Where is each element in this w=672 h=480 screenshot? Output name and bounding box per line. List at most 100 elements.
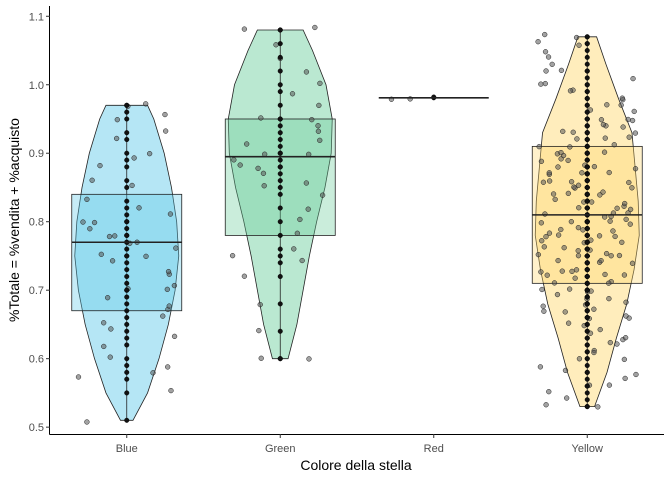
center-point — [124, 417, 130, 423]
center-point — [277, 41, 283, 47]
jitter-point — [106, 233, 113, 240]
center-point — [277, 178, 283, 184]
jitter-point — [108, 326, 114, 332]
jitter-point — [572, 275, 578, 281]
jitter-point — [546, 170, 552, 176]
center-point — [277, 150, 283, 156]
y-tick-label: 1.0 — [29, 80, 44, 92]
box-rect — [224, 118, 336, 236]
jitter-point — [173, 245, 179, 251]
center-point — [124, 157, 130, 163]
center-point — [584, 226, 590, 232]
y-tick-label: 0.9 — [29, 148, 44, 160]
jitter-point — [312, 24, 318, 31]
jitter-point — [632, 130, 639, 136]
center-point — [584, 137, 590, 143]
center-point — [124, 342, 130, 348]
jitter-point — [569, 268, 575, 275]
x-axis-ticks: Blue Green Red Yellow — [116, 434, 603, 455]
jitter-point — [237, 162, 243, 168]
jitter-point — [303, 180, 310, 186]
jitter-point — [305, 206, 311, 212]
center-point — [584, 328, 590, 334]
jitter-point — [606, 280, 612, 286]
center-point — [124, 102, 130, 108]
center-point — [124, 116, 130, 122]
jitter-point — [98, 251, 104, 257]
jitter-point — [621, 272, 628, 278]
jitter-point — [261, 183, 267, 189]
jitter-point — [136, 205, 142, 211]
center-point — [124, 109, 130, 115]
y-tick-label: 1.1 — [29, 11, 44, 23]
center-point — [124, 226, 130, 232]
jitter-point — [595, 404, 601, 410]
center-point — [584, 267, 590, 273]
jitter-point — [622, 375, 628, 382]
jitter-point — [167, 211, 174, 217]
jitter-point — [601, 149, 608, 155]
jitter-point — [565, 320, 572, 326]
jitter-point — [622, 200, 628, 207]
jitter-point — [579, 170, 585, 176]
center-point — [584, 54, 590, 60]
jitter-point — [539, 238, 545, 244]
jitter-point — [131, 155, 137, 161]
jitter-point — [537, 364, 544, 370]
jitter-point — [171, 333, 178, 340]
jitter-point — [591, 306, 597, 312]
jitter-point — [575, 253, 582, 259]
center-point — [277, 253, 283, 259]
jitter-point — [555, 164, 561, 170]
center-point — [124, 246, 130, 252]
jitter-point — [536, 144, 542, 150]
jitter-point — [91, 219, 98, 226]
jitter-point — [80, 219, 86, 225]
center-point — [277, 130, 283, 136]
violin-group-red — [378, 94, 489, 102]
plot-area — [71, 24, 643, 425]
center-point — [584, 68, 590, 74]
jitter-point — [545, 54, 552, 60]
jitter-point — [598, 117, 605, 123]
center-point — [124, 198, 130, 204]
jitter-point — [541, 244, 547, 250]
jitter-point — [538, 220, 545, 226]
jitter-point — [231, 157, 237, 163]
jitter-point — [627, 221, 633, 227]
jitter-point — [241, 273, 248, 279]
jitter-point — [315, 128, 322, 134]
y-tick-label: 0.5 — [29, 422, 44, 434]
jitter-point — [623, 216, 629, 223]
center-point — [124, 164, 130, 170]
center-point — [124, 260, 130, 266]
center-point — [277, 260, 283, 266]
jitter-point — [607, 339, 613, 346]
jitter-point — [101, 320, 107, 326]
center-point — [277, 328, 283, 334]
center-point — [124, 253, 130, 259]
center-point — [584, 150, 590, 156]
jitter-point — [576, 42, 582, 48]
center-point — [277, 273, 283, 279]
center-point — [124, 219, 130, 225]
center-point — [584, 280, 590, 286]
jitter-point — [168, 387, 174, 394]
center-point — [277, 171, 283, 177]
center-point — [584, 95, 590, 101]
jitter-point — [306, 356, 312, 362]
jitter-point — [255, 165, 261, 172]
jitter-point — [573, 267, 580, 273]
center-point — [584, 89, 590, 95]
center-point — [124, 232, 130, 238]
center-point — [584, 294, 590, 300]
center-point — [124, 376, 130, 382]
center-point — [584, 116, 590, 122]
jitter-point — [542, 211, 548, 217]
jitter-point — [591, 349, 597, 356]
jitter-point — [258, 355, 264, 361]
center-point — [124, 150, 130, 156]
jitter-point — [575, 182, 582, 188]
jitter-point — [162, 111, 168, 118]
jitter-point — [538, 81, 544, 87]
